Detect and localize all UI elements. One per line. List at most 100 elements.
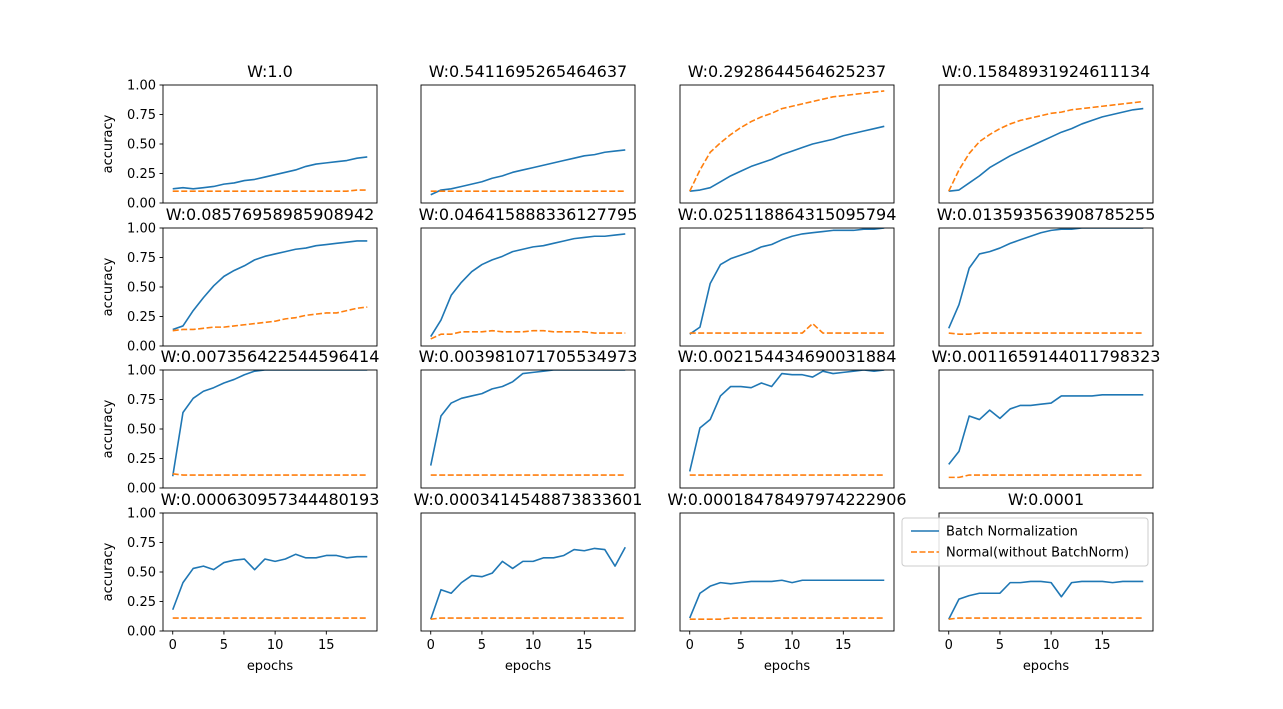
y-tick-label: 0.00 <box>127 197 156 212</box>
series-line-batch-norm <box>171 553 368 611</box>
axes-frame <box>679 512 895 632</box>
series-line-normal <box>172 306 368 332</box>
subplot-10: W:0.003981071705534973 <box>419 347 638 489</box>
subplot-title: W:0.025118864315095794 <box>678 205 897 224</box>
subplot-title: W:0.5411695265464637 <box>429 62 627 81</box>
series-line-batch-norm <box>430 233 626 337</box>
series-line-normal <box>430 617 626 620</box>
axes-frame <box>420 512 636 632</box>
x-axis-label: epochs <box>764 659 811 674</box>
subplot-title: W:0.000630957344480193 <box>161 490 380 509</box>
series-line-normal <box>689 617 885 621</box>
y-tick-label: 0.00 <box>127 340 156 355</box>
subplot-title: W:0.046415888336127795 <box>419 205 638 224</box>
y-tick-label: 0.75 <box>127 393 156 408</box>
y-tick-label: 0.25 <box>127 310 156 325</box>
subplot-13: W:0.000630957344480193 0.00 0.25 0.50 0.75 1.… <box>101 490 379 674</box>
y-tick-label: 0.75 <box>127 251 156 266</box>
subplot-6: W:0.046415888336127795 <box>419 205 638 347</box>
series-line-normal <box>948 100 1144 192</box>
series-line-batch-norm <box>429 546 626 620</box>
series-line-batch-norm <box>948 393 1144 465</box>
legend-box <box>901 517 1149 567</box>
y-tick-label: 0.50 <box>127 566 156 581</box>
series-line-normal <box>172 189 368 192</box>
axes-frame <box>679 84 895 204</box>
axes-frame <box>938 512 1154 632</box>
x-tick-label: 0 <box>427 638 435 653</box>
subplot-title: W:0.0001 <box>1008 490 1084 509</box>
y-tick-label: 1.00 <box>127 79 156 94</box>
axes-frame <box>162 512 378 632</box>
x-tick-label: 5 <box>478 638 486 653</box>
subplot-title: W:0.013593563908785255 <box>937 205 1156 224</box>
subplot-title: W:0.007356422544596414 <box>161 347 380 366</box>
subplot-8: W:0.013593563908785255 <box>937 205 1156 347</box>
axes-frame <box>679 227 895 347</box>
series-line-normal <box>948 474 1144 479</box>
legend: Batch Normalization Normal(without BatchN… <box>901 517 1149 567</box>
series-line-batch-norm <box>430 149 626 196</box>
series-line-normal <box>430 329 626 340</box>
series-line-batch-norm <box>689 125 885 192</box>
y-axis-label: accuracy <box>101 542 116 601</box>
y-tick-label: 0.50 <box>127 281 156 296</box>
subplot-title: W:0.0003414548873833601 <box>414 490 643 509</box>
axes-frame <box>938 84 1154 204</box>
subplot-15: W:0.00018478497974222906 0 5 10 15 epochs <box>667 490 906 674</box>
series-line-batch-norm <box>172 156 368 190</box>
subplot-1: W:1.0 0.00 0.25 0.50 0.75 1.00 accuracy <box>101 62 378 212</box>
y-tick-label: 0.25 <box>127 167 156 182</box>
subplot-2: W:0.5411695265464637 <box>420 62 636 204</box>
y-tick-label: 0.25 <box>127 452 156 467</box>
x-tick-label: 5 <box>737 638 745 653</box>
axes-frame <box>162 369 378 489</box>
subplot-9: W:0.007356422544596414 0.00 0.25 0.50 0.75 1.… <box>101 347 379 497</box>
subplot-14: W:0.0003414548873833601 0 5 10 15 epochs <box>414 490 643 674</box>
series-line-batch-norm <box>171 370 368 477</box>
x-tick-label: 5 <box>996 638 1004 653</box>
y-tick-label: 1.00 <box>127 364 156 379</box>
axes-frame <box>938 227 1154 347</box>
axes-frame <box>679 369 895 489</box>
series-line-normal <box>948 332 1144 336</box>
y-tick-label: 1.00 <box>127 507 156 522</box>
x-tick-label: 10 <box>784 638 801 653</box>
x-tick-label: 0 <box>169 638 177 653</box>
series-line-normal <box>948 617 1144 620</box>
legend-entry: Normal(without BatchNorm) <box>946 546 1129 561</box>
series-line-batch-norm <box>688 579 885 619</box>
subplot-title: W:0.003981071705534973 <box>419 347 638 366</box>
y-tick-label: 1.00 <box>127 222 156 237</box>
subplot-title: W:0.08576958985908942 <box>166 205 375 224</box>
series-line-normal <box>172 473 368 476</box>
legend-entry: Batch Normalization <box>946 525 1078 540</box>
x-axis-label: epochs <box>505 659 552 674</box>
x-tick-label: 15 <box>576 638 593 653</box>
series-line-normal <box>689 322 885 334</box>
series-line-batch-norm <box>947 228 1144 329</box>
x-tick-label: 0 <box>945 638 953 653</box>
x-tick-label: 15 <box>835 638 852 653</box>
subplot-title: W:0.2928644564625237 <box>688 62 886 81</box>
x-tick-label: 15 <box>1094 638 1111 653</box>
x-tick-label: 0 <box>686 638 694 653</box>
subplot-title: W:0.0011659144011798323 <box>932 347 1161 366</box>
series-line-normal <box>689 90 885 192</box>
series-line-batch-norm <box>948 580 1144 620</box>
series-line-batch-norm <box>689 228 885 335</box>
axes-frame <box>420 84 636 204</box>
axes-frame <box>420 227 636 347</box>
y-tick-label: 0.75 <box>127 108 156 123</box>
y-tick-label: 0.75 <box>127 536 156 551</box>
subplot-3: W:0.2928644564625237 <box>679 62 895 204</box>
y-tick-label: 0.50 <box>127 138 156 153</box>
subplot-5: W:0.08576958985908942 0.00 0.25 0.50 0.75 1.0… <box>101 205 378 355</box>
subplot-7: W:0.025118864315095794 <box>678 205 897 347</box>
subplot-11: W:0.002154434690031884 <box>678 347 896 489</box>
y-tick-label: 0.00 <box>127 625 156 640</box>
subplot-title: W:0.15848931924611134 <box>942 62 1151 81</box>
axes-frame <box>938 369 1154 489</box>
x-tick-label: 10 <box>1043 638 1060 653</box>
